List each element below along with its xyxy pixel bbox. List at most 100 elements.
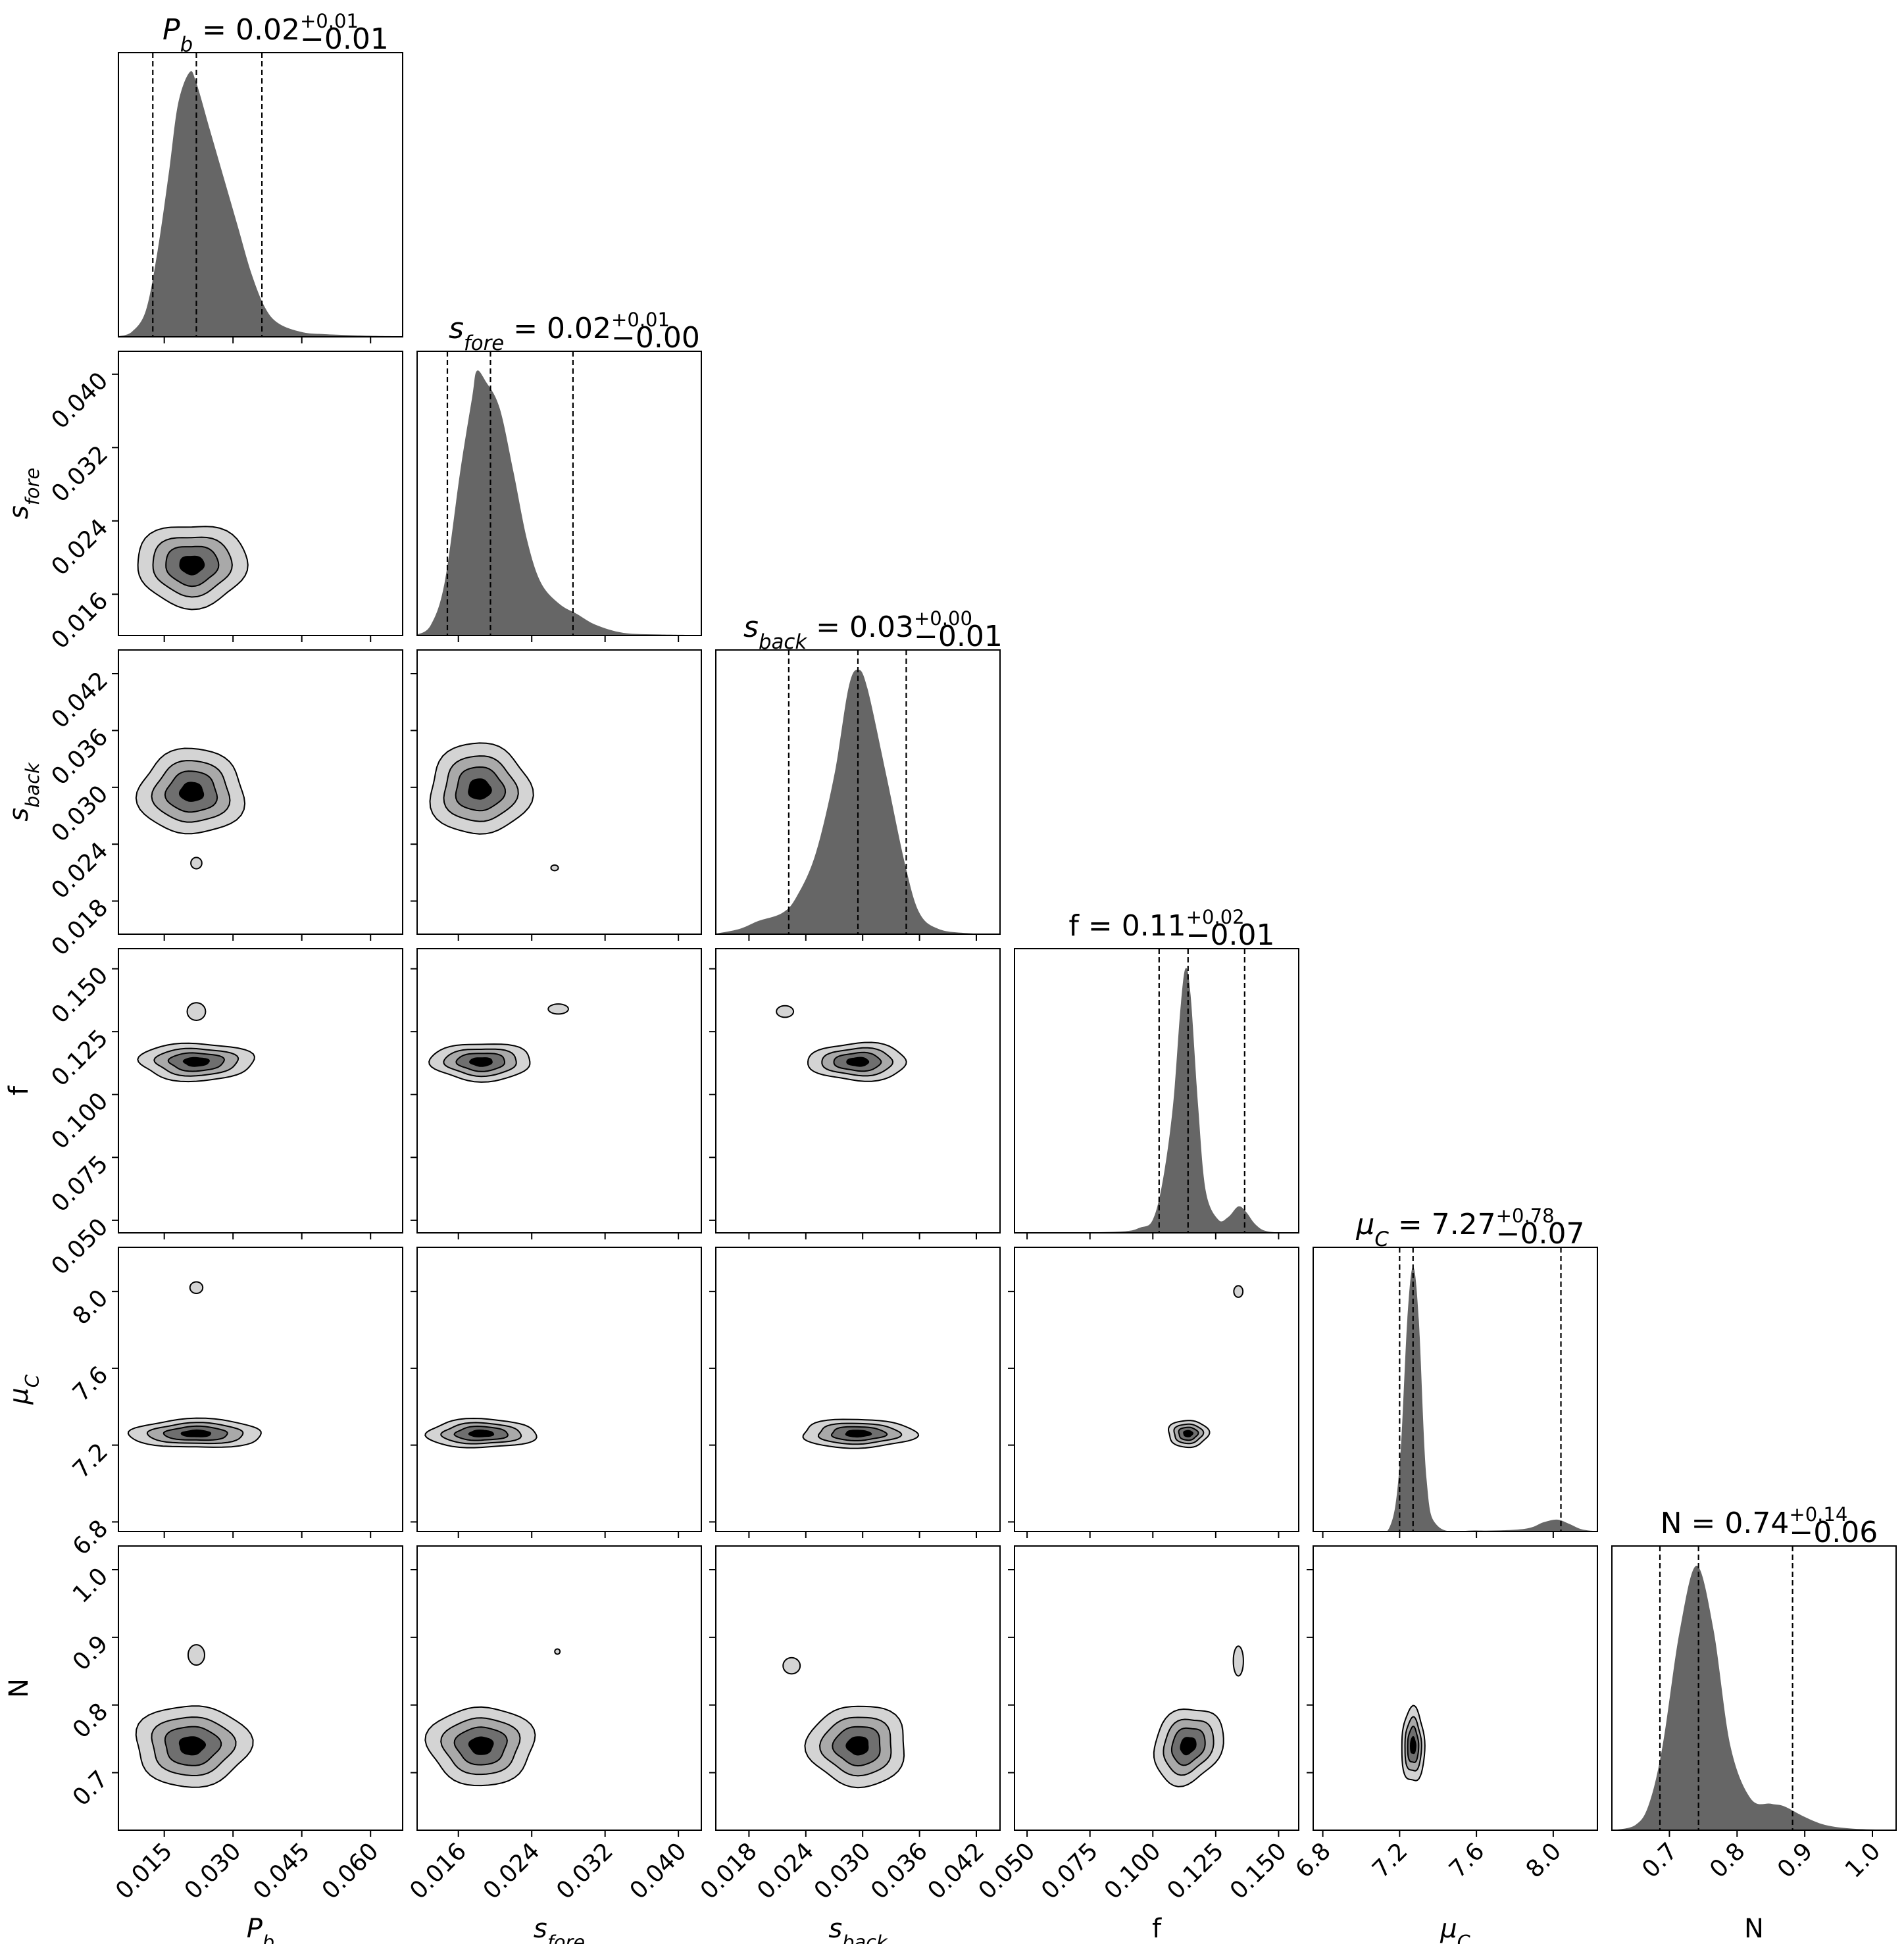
panel-f-vs-N xyxy=(1014,1545,1299,1831)
contour-level-4 xyxy=(468,1736,494,1755)
x-tick-label: 7.2 xyxy=(1367,1837,1413,1883)
y-tick-label: 0.100 xyxy=(46,1087,113,1155)
panel-frame xyxy=(118,52,403,337)
title-symbol: s xyxy=(449,312,464,345)
panel-title-sfore: sfore = 0.02+0.01 xyxy=(449,309,670,355)
contour-island xyxy=(1233,1285,1244,1298)
title-plus: +0.01 xyxy=(611,309,670,331)
contour-island xyxy=(547,1003,569,1015)
title-symbol-sub: fore xyxy=(464,332,504,355)
panel-sback-vs-muC xyxy=(715,1247,1001,1532)
panel-f-vs-muC xyxy=(1014,1247,1299,1532)
contour-group xyxy=(428,1003,569,1083)
label-base: N xyxy=(1744,1914,1764,1944)
title-value: = 7.27 xyxy=(1389,1208,1496,1241)
title-plus: +0.00 xyxy=(914,607,972,630)
contour-level-4 xyxy=(469,1057,493,1067)
x-tick-label: 1.0 xyxy=(1840,1837,1886,1883)
x-tick-label: 0.036 xyxy=(866,1837,933,1905)
x-tick-label: 6.8 xyxy=(1290,1837,1336,1883)
contour-group xyxy=(135,747,246,870)
contour-level-4 xyxy=(1410,1735,1416,1755)
histogram-fill xyxy=(1612,1565,1896,1830)
x-tick-label: 0.125 xyxy=(1162,1837,1229,1905)
title-plus: +0.14 xyxy=(1789,1503,1847,1526)
title-plus: +0.78 xyxy=(1496,1205,1555,1227)
contour-level-4 xyxy=(178,782,205,802)
contour-island xyxy=(187,1644,205,1666)
panel-frame xyxy=(1014,1545,1299,1831)
title-value: = 0.74 xyxy=(1682,1507,1790,1540)
y-axis-label-sback: sback xyxy=(4,762,43,822)
contour-group xyxy=(1167,1285,1244,1449)
contour-level-4 xyxy=(180,1429,212,1437)
title-symbol-sub: b xyxy=(180,33,193,57)
panel-frame xyxy=(118,1247,403,1532)
panel-sfore-vs-N xyxy=(416,1545,702,1831)
label-base: μ xyxy=(4,1387,34,1405)
x-tick-label: 0.045 xyxy=(248,1837,315,1905)
contour-group xyxy=(776,1005,907,1082)
panel-frame xyxy=(715,1247,1001,1532)
label-base: μ xyxy=(1440,1914,1457,1944)
contour-group xyxy=(137,526,249,611)
x-tick-label: 0.100 xyxy=(1099,1837,1166,1905)
y-tick-label: 0.024 xyxy=(46,837,113,905)
contour-level-4 xyxy=(182,1057,210,1067)
y-tick-label: 7.2 xyxy=(68,1438,113,1483)
panel-frame xyxy=(715,649,1001,935)
histogram-muC: μC = 7.27+0.78−0.07 xyxy=(1313,1205,1598,1532)
label-base: N xyxy=(4,1678,34,1698)
title-symbol: s xyxy=(743,611,759,644)
panel-frame xyxy=(1014,948,1299,1234)
panel-Pb-vs-muC xyxy=(118,1247,403,1532)
panel-frame xyxy=(416,1545,702,1831)
y-tick-label: 0.042 xyxy=(46,666,113,734)
x-tick-label: 0.030 xyxy=(809,1837,876,1905)
y-tick-label: 0.9 xyxy=(68,1630,113,1676)
contour-level-4 xyxy=(468,778,492,800)
x-tick-label: 0.018 xyxy=(695,1837,763,1905)
y-tick-label: 0.040 xyxy=(46,367,113,434)
x-tick-label: 0.7 xyxy=(1637,1837,1682,1883)
panel-frame xyxy=(715,1545,1001,1831)
label-sub: fore xyxy=(21,468,43,505)
title-minus-sback: −0.01 xyxy=(914,620,1003,653)
panel-muC-vs-N xyxy=(1313,1545,1598,1831)
label-sub: back xyxy=(21,762,43,808)
y-tick-label: 6.8 xyxy=(68,1515,113,1560)
x-tick-label: 8.0 xyxy=(1521,1837,1566,1883)
panel-Pb-vs-f xyxy=(118,948,403,1234)
contour-level-4 xyxy=(846,1057,870,1067)
panel-frame xyxy=(416,351,702,636)
contour-level-4 xyxy=(845,1736,869,1756)
histogram-fill xyxy=(118,71,403,337)
histogram-sback: sback = 0.03+0.00−0.01 xyxy=(715,607,1003,935)
x-tick-label: 7.6 xyxy=(1444,1837,1490,1883)
y-tick-label: 0.036 xyxy=(46,724,113,791)
histogram-f: f = 0.11+0.02−0.01 xyxy=(1014,906,1299,1234)
contour-level-4 xyxy=(468,1429,495,1437)
title-symbol: P xyxy=(163,13,180,47)
contour-island xyxy=(550,864,559,872)
histogram-fill xyxy=(1015,968,1299,1233)
title-symbol: f xyxy=(1068,909,1080,943)
title-minus-f: −0.01 xyxy=(1186,918,1275,952)
title-minus-N: −0.06 xyxy=(1789,1516,1878,1549)
contour-island xyxy=(1232,1645,1244,1677)
contour-group xyxy=(782,1657,905,1789)
contour-level-4 xyxy=(1183,1430,1193,1437)
contour-group xyxy=(802,1418,920,1449)
label-base: P xyxy=(247,1914,263,1944)
label-base: s xyxy=(4,505,34,519)
label-base: s xyxy=(4,808,34,822)
contour-group xyxy=(424,1648,561,1787)
x-tick-label: 0.024 xyxy=(478,1837,545,1905)
label-sub: C xyxy=(1457,1931,1471,1944)
histogram-fill xyxy=(1313,1267,1597,1532)
panel-sfore-vs-muC xyxy=(416,1247,702,1532)
y-axis-label-N: N xyxy=(4,1678,34,1698)
histogram-sfore: sfore = 0.02+0.01−0.00 xyxy=(416,309,702,636)
label-base: f xyxy=(4,1085,34,1095)
